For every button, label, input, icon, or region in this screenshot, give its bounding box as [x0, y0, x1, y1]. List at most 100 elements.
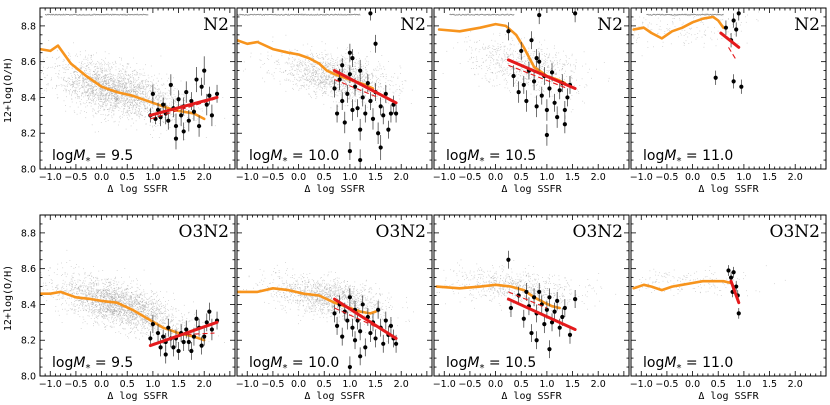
sdss-ceiling-point	[69, 14, 70, 16]
sdss-point	[190, 110, 191, 112]
sdss-point	[131, 91, 133, 92]
sdss-point	[125, 90, 127, 92]
sdss-point	[136, 72, 138, 74]
sdss-point	[399, 65, 401, 67]
sdss-point	[165, 93, 167, 95]
sdss-point	[114, 79, 116, 81]
sdss-point	[117, 105, 118, 107]
sdss-point	[376, 79, 377, 81]
sdss-point	[119, 75, 121, 77]
sdss-point	[99, 77, 100, 78]
sdss-point	[476, 42, 478, 43]
sdss-point	[126, 109, 128, 111]
sdss-point	[132, 99, 134, 101]
sdss-point	[306, 54, 308, 56]
sdss-point	[77, 91, 78, 93]
sdss-point	[328, 74, 330, 76]
sdss-point	[359, 91, 361, 93]
sdss-point	[527, 72, 529, 74]
sdss-point	[117, 98, 119, 99]
sdss-point	[307, 80, 309, 81]
sdss-point	[117, 96, 119, 98]
sdss-point	[81, 86, 83, 88]
sdss-point	[545, 58, 546, 60]
sdss-point	[342, 69, 344, 71]
sdss-point	[332, 69, 334, 70]
sdss-point	[161, 78, 163, 80]
sdss-ceiling-point	[48, 14, 50, 16]
sdss-point	[110, 93, 111, 95]
sdss-point	[293, 65, 295, 67]
sdss-point	[346, 64, 348, 66]
sdss-point	[335, 81, 337, 83]
sdss-point	[90, 89, 92, 91]
sdss-point	[138, 105, 139, 107]
sdss-point	[313, 66, 315, 67]
sdss-point	[135, 86, 137, 88]
sdss-point	[169, 98, 171, 99]
sdss-point	[141, 80, 143, 82]
sdss-point	[152, 126, 153, 128]
mass-subscript: *	[85, 156, 90, 167]
sdss-point	[104, 76, 106, 78]
sdss-point	[120, 97, 122, 98]
sdss-point	[313, 75, 314, 76]
sdss-point	[385, 102, 387, 104]
sdss-point	[349, 84, 350, 86]
sdss-ceiling-point	[72, 14, 74, 16]
sdss-point	[365, 60, 367, 62]
sdss-point	[290, 72, 292, 73]
sdss-point	[125, 78, 127, 80]
sdss-point	[99, 64, 101, 66]
sdss-point	[139, 99, 140, 101]
sdss-ceiling-point	[311, 14, 313, 16]
sdss-ceiling-point	[69, 14, 71, 16]
sdss-point	[331, 92, 333, 94]
sdss-point	[332, 80, 334, 82]
sdss-point	[154, 74, 155, 76]
sdss-point	[152, 98, 154, 100]
sdss-point	[101, 95, 103, 97]
sdss-point	[341, 97, 342, 99]
sdss-point	[294, 48, 296, 50]
sdss-point	[144, 108, 146, 109]
sdss-point	[134, 93, 136, 95]
sdss-point	[497, 43, 499, 45]
sdss-point	[82, 93, 84, 95]
sdss-point	[114, 105, 116, 106]
sdss-point	[297, 65, 299, 67]
galaxy-point	[207, 93, 212, 98]
sdss-point	[174, 97, 176, 99]
sdss-point	[360, 108, 362, 110]
sdss-point	[89, 72, 91, 74]
sdss-point	[108, 108, 109, 110]
galaxy-point	[345, 91, 350, 96]
sdss-point	[118, 121, 120, 123]
sdss-ceiling-point	[79, 14, 81, 16]
sdss-ceiling-point	[138, 14, 140, 16]
sdss-point	[158, 120, 160, 122]
sdss-point	[89, 83, 91, 85]
sdss-point	[382, 76, 384, 78]
sdss-point	[130, 99, 132, 101]
sdss-point	[121, 106, 123, 108]
sdss-ceiling-point	[285, 13, 286, 15]
sdss-point	[359, 58, 360, 59]
sdss-point	[318, 73, 320, 74]
sdss-point	[348, 91, 350, 93]
sdss-point	[93, 77, 95, 78]
sdss-point	[104, 64, 105, 66]
sdss-point	[120, 83, 121, 85]
sdss-ceiling-point	[96, 14, 98, 16]
sdss-point	[103, 102, 104, 103]
sdss-point	[399, 92, 401, 94]
sdss-point	[517, 57, 519, 59]
sdss-point	[353, 68, 354, 69]
sdss-ceiling-point	[133, 14, 135, 16]
sdss-point	[89, 76, 91, 78]
sdss-point	[574, 66, 576, 68]
sdss-ceiling-point	[264, 13, 266, 15]
sdss-point	[113, 110, 115, 112]
sdss-point	[366, 73, 367, 75]
sdss-point	[173, 77, 174, 79]
